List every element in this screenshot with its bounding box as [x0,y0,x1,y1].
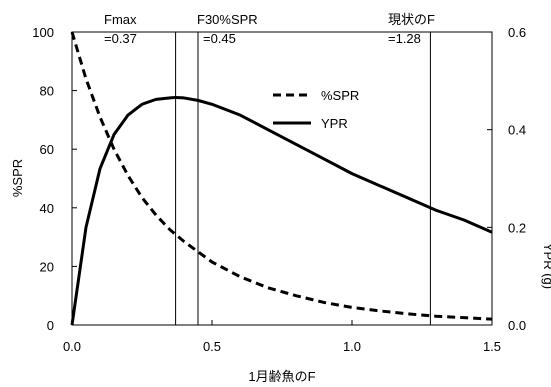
x-tick-label: 1.5 [483,339,501,354]
x-axis-label: 1月齢魚のF [248,369,315,384]
y-axis-left-label: %SPR [10,159,25,197]
y-left-tick-label: 60 [40,142,54,157]
reference-label: 現状のF [388,12,435,27]
series-line-ypr [70,95,493,326]
y-left-tick-label: 40 [40,201,54,216]
y-left-tick-label: 80 [40,84,54,99]
y-right-tick-label: 0.2 [508,220,526,235]
legend: %SPR YPR [273,88,359,131]
y-right-tick-label: 0.6 [508,25,526,40]
y-axis-right-label: YPR (g) [541,243,551,289]
legend-label: %SPR [321,88,359,103]
x-tick-label: 0.0 [63,339,81,354]
reference-lines: Fmax =0.37 F30%SPR =0.45 現状のF =1.28 [104,12,435,325]
y-right-ticks: 0.0 0.2 0.4 0.6 [487,25,526,333]
y-left-tick-label: 100 [32,25,54,40]
reference-label: F30%SPR [197,12,258,27]
legend-label: YPR [321,116,348,131]
reference-label: Fmax [104,12,137,27]
series-line-spr [70,31,493,321]
series-layer [70,31,493,326]
reference-value: =1.28 [388,31,421,46]
y-left-ticks: 0 20 40 60 80 100 [32,25,77,333]
x-tick-label: 0.5 [203,339,221,354]
x-ticks: 0.0 0.5 1.0 1.5 [63,320,501,354]
reference-value: =0.37 [104,31,137,46]
x-tick-label: 1.0 [343,339,361,354]
y-right-tick-label: 0.4 [508,123,526,138]
y-left-tick-label: 20 [40,259,54,274]
y-left-tick-label: 0 [47,318,54,333]
reference-value: =0.45 [203,31,236,46]
plot-area [71,31,493,326]
y-right-tick-label: 0.0 [508,318,526,333]
